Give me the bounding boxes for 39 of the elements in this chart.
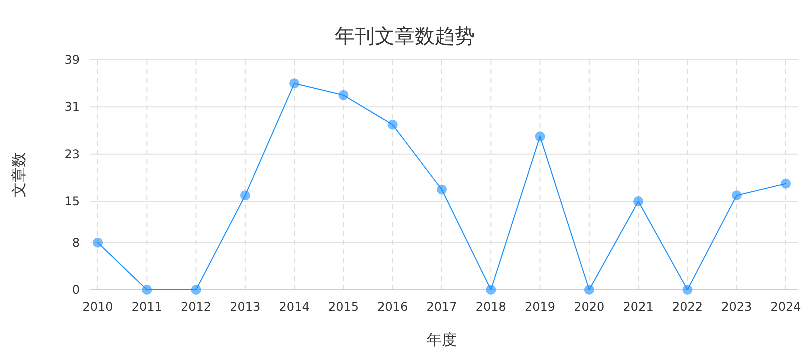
x-tick-label: 2011 (132, 300, 162, 314)
y-tick-label: 8 (72, 236, 80, 250)
x-tick-label: 2022 (672, 300, 703, 314)
x-tick-label: 2020 (574, 300, 605, 314)
y-tick-label: 39 (64, 53, 80, 67)
point (290, 78, 300, 89)
y-tick-label: 31 (64, 100, 80, 114)
x-tick-label: 2019 (525, 300, 556, 314)
y-tick-label: 15 (64, 194, 80, 209)
point (240, 190, 250, 201)
point (535, 132, 546, 142)
x-tick-label: 2010 (82, 300, 114, 314)
x-tick-label: 2013 (230, 300, 261, 314)
point (437, 184, 447, 195)
x-tick-label: 2014 (279, 300, 310, 314)
point (682, 285, 693, 295)
x-tick-label: 2021 (623, 300, 654, 314)
point (781, 178, 791, 189)
x-tick-label: 2015 (328, 300, 359, 314)
point (388, 120, 398, 130)
y-axis-title: 文章数 (10, 152, 28, 198)
point (93, 238, 103, 248)
x-axis-title: 年度 (427, 331, 457, 349)
point (584, 285, 594, 295)
x-tick-label: 2023 (722, 300, 752, 314)
point (338, 90, 349, 100)
point (486, 285, 496, 295)
x-tick-label: 2017 (426, 300, 458, 314)
chart-title: 年刊文章数趋势 (335, 24, 475, 48)
point (142, 285, 152, 295)
x-tick-label: 2024 (770, 300, 802, 314)
y-tick-label: 23 (64, 147, 80, 162)
x-tick-label: 2016 (378, 300, 408, 314)
x-tick-label: 2012 (181, 300, 212, 314)
x-tick-label: 2018 (476, 300, 506, 314)
point (732, 190, 742, 201)
y-tick-label: 0 (72, 283, 80, 297)
point (191, 285, 202, 295)
point (634, 196, 644, 207)
